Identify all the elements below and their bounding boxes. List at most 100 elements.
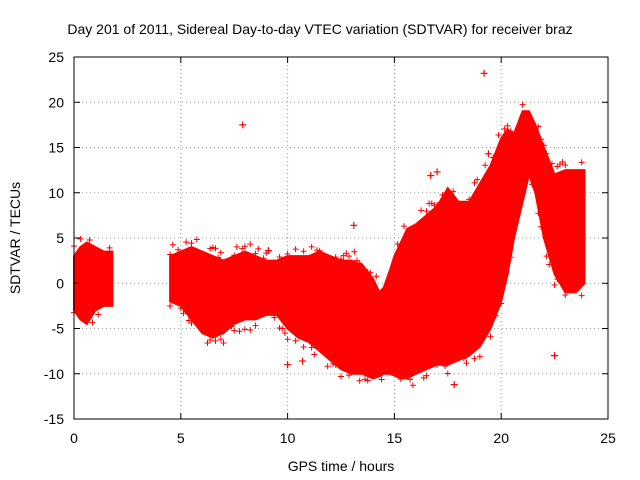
y-axis-title: SDTVAR / TECUs [7,182,23,294]
outlier-point [333,346,341,354]
band-edge-marker [578,159,585,166]
band-edge-marker [77,235,84,242]
x-tick-label: 5 [177,430,185,446]
band-edge-marker [231,327,238,334]
band-edge-marker [313,247,320,254]
outlier-point [350,221,358,229]
band-edge-marker [311,351,318,358]
band-edge-marker [332,361,339,368]
x-tick-label: 20 [493,430,509,446]
band-edge-marker [338,373,344,380]
band-edge-marker [495,132,502,139]
band-edge-marker [578,292,585,299]
band-edge-marker [300,248,307,255]
x-axis-title: GPS time / hours [288,458,395,474]
band-edge-marker [471,179,478,186]
band-edge-marker [284,336,291,343]
chart-title: Day 201 of 2011, Sidereal Day-to-day VTE… [67,21,572,37]
tick-labels: 0 5 10 15 20 25 -15 -10 -5 0 5 10 15 20 25 [44,49,616,446]
data-layer [71,69,586,389]
band-edge-marker [501,125,508,132]
band-edge-marker [167,251,174,258]
outlier-point [450,381,458,389]
band-edge-marker [204,339,211,346]
y-tick-label: 20 [48,94,64,110]
band-edge-marker [89,319,96,326]
band-edge-marker [207,337,214,344]
band-edge-marker [551,281,558,288]
band-edge-marker [463,360,470,367]
y-tick-label: 0 [56,275,64,291]
band-edge-marker [167,303,174,310]
band-edge-marker [207,245,214,252]
band-edge-marker [562,292,569,299]
band-edge-marker [529,181,536,188]
outlier-point [574,239,582,247]
band-edge-marker [228,323,235,330]
y-tick-label: -5 [52,321,65,337]
band-edge-marker [346,253,353,260]
band-edge-marker [450,188,457,195]
band-edge-marker [373,273,380,280]
band-edge-marker [418,207,425,214]
band-edge-marker [439,191,446,198]
band-edge-marker [482,162,489,169]
outlier-point [433,168,441,176]
band-edge-marker [401,223,408,230]
band-edge-marker [351,248,358,255]
band-edge-marker [548,160,555,167]
band-edge-marker [247,326,254,333]
band-edge-marker [175,246,182,253]
band-edge-marker [423,208,430,215]
outlier-point [284,361,292,369]
band-edge-marker [434,201,441,208]
band-edge-marker [316,247,323,254]
band-edge-marker [169,241,176,248]
band-edge-marker [543,253,550,260]
band-edge-marker [466,196,473,203]
x-tick-label: 15 [387,430,403,446]
band-edge-marker [106,244,113,251]
band-edge-marker [487,333,494,340]
band-edge-marker [185,317,192,324]
sdtvar-band-segment-0 [73,241,114,326]
band-edge-marker [498,300,505,307]
band-edge-marker [260,255,267,262]
band-edge-marker [188,240,195,247]
band-edge-marker [507,254,514,261]
band-edge-marker [236,328,243,335]
band-edge-marker [471,355,478,362]
band-edge-marker [407,376,414,383]
band-edge-marker [535,210,542,217]
band-edge-marker [215,254,222,261]
band-edge-marker [212,245,219,252]
band-edge-marker [255,245,262,252]
band-edge-marker [247,241,254,248]
band-edge-marker [538,136,545,143]
band-edge-marker [252,322,259,329]
band-edge-marker [562,162,569,169]
band-edge-marker [538,223,545,230]
band-edge-marker [490,154,497,161]
band-edge-marker [212,337,219,344]
band-edge-marker [356,377,363,384]
band-edge-marker [324,363,331,370]
outlier-point [551,352,559,360]
outlier-point [484,150,492,158]
band-edge-marker [284,250,291,257]
band-edge-marker [220,340,227,347]
band-edge-marker [252,250,259,257]
band-edge-marker [183,239,190,246]
band-edge-marker [329,360,336,367]
outlier-point [427,172,435,180]
band-edge-marker [378,376,385,383]
band-edge-marker [554,276,561,283]
band-edge-marker [231,252,238,259]
band-edge-marker [188,320,195,327]
y-tick-label: 15 [48,140,64,156]
band-edge-marker [504,122,511,129]
x-tick-label: 25 [600,430,616,446]
band-edge-marker [442,362,449,369]
axis-ticks [73,56,609,420]
